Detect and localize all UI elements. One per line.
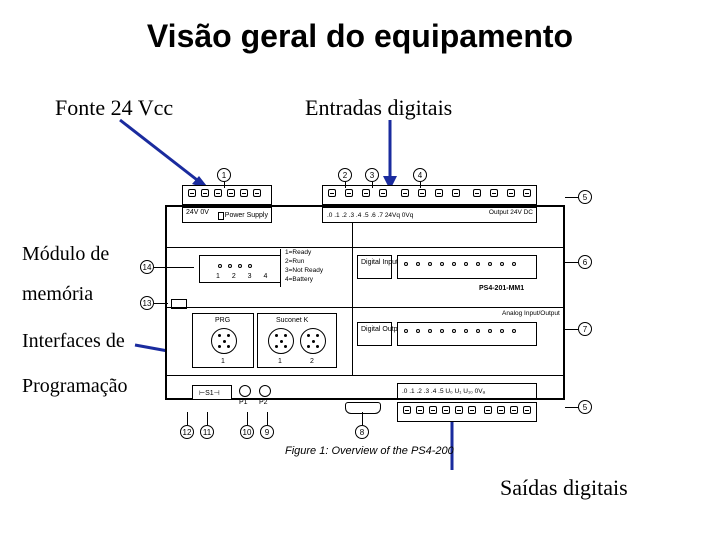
callout-5-top: 5 — [578, 190, 592, 204]
vline-1 — [352, 223, 353, 375]
callout-11: 11 — [200, 425, 214, 439]
callout-10: 10 — [240, 425, 254, 439]
page-title: Visão geral do equipamento — [0, 18, 720, 55]
dout-label-box: Digital Output — [357, 322, 392, 346]
din-led-row — [397, 255, 537, 279]
prg-area: PRG 1 — [192, 313, 254, 368]
hline-1 — [167, 247, 563, 248]
lead-12 — [187, 412, 188, 425]
prg-label: PRG — [215, 317, 230, 324]
power-symbol — [218, 212, 224, 220]
pot-p1 — [239, 385, 251, 397]
suconet-num-2: 2 — [310, 358, 314, 365]
terminal-digital-input — [322, 185, 537, 205]
callout-7: 7 — [578, 322, 592, 336]
lead-5-top — [565, 197, 578, 198]
caption-prefix: Figure 1: — [285, 445, 331, 457]
figure-caption: Figure 1: Overview of the PS4-200 — [285, 445, 454, 457]
dout-led-row — [397, 322, 537, 346]
din-pin-nums: .0 .1 .2 .3 .4 .5 .6 .7 24Vq 0Vq — [327, 212, 413, 219]
status-legend: 1=Ready 2=Run 3=Not Ready 4=Battery — [285, 249, 345, 287]
callout-9: 9 — [260, 425, 274, 439]
terminal-power-top — [182, 185, 272, 205]
terminal-output-bottom — [397, 402, 537, 422]
p2-label: P2 — [259, 399, 268, 406]
memory-nums: 1 2 3 4 — [216, 273, 272, 280]
lead-13 — [154, 303, 168, 304]
suconet-din-2 — [300, 328, 326, 354]
din-label-box: Digital Input — [357, 255, 392, 279]
status-3: 3=Not Ready — [285, 267, 323, 274]
lead-1 — [224, 182, 225, 188]
callout-12: 12 — [180, 425, 194, 439]
hline-2 — [167, 307, 563, 308]
caption-text: Overview of the PS4-200 — [331, 445, 453, 457]
lead-5-bot — [565, 407, 578, 408]
memory-slot: 1 2 3 4 — [199, 255, 281, 283]
label-modulo-1: Módulo de — [22, 243, 109, 266]
pot-p2 — [259, 385, 271, 397]
suconet-area: Suconet K 1 2 — [257, 313, 337, 368]
switch-label: ⊢S1⊣ — [199, 389, 220, 397]
callout-5-bot: 5 — [578, 400, 592, 414]
power-supply-text: Power Supply — [225, 212, 268, 219]
memory-leds — [218, 264, 252, 268]
model-text: PS4-201-MM1 — [479, 285, 524, 292]
callout-2: 2 — [338, 168, 352, 182]
prg-din-connector — [211, 328, 237, 354]
label-box-power: 24V 0V Power Supply — [182, 207, 272, 223]
din-label-text: Digital Input — [361, 259, 398, 267]
suconet-label: Suconet K — [276, 317, 308, 324]
lead-14 — [154, 267, 194, 268]
lead-6 — [565, 262, 578, 263]
label-interfaces-2: Programação — [22, 375, 128, 398]
lead-3 — [372, 182, 373, 188]
device-frame: 24V 0V Power Supply .0 .1 .2 .3 .4 .5 .6… — [165, 205, 565, 400]
callout-6: 6 — [578, 255, 592, 269]
bottom-out-label: .0 .1 .2 .3 .4 .5 U₀ U₁ U₁₀ 0Vₐ — [397, 383, 537, 399]
lead-8 — [362, 412, 363, 425]
aio-text: Analog Input/Output — [502, 310, 560, 317]
status-2: 2=Run — [285, 258, 304, 265]
callout-4: 4 — [413, 168, 427, 182]
dout-leds — [404, 329, 516, 333]
lead-11 — [207, 412, 208, 425]
lead-2 — [345, 182, 346, 188]
label-saidas: Saídas digitais — [500, 475, 628, 501]
divider-1 — [280, 249, 281, 287]
label-entradas: Entradas digitais — [305, 95, 452, 121]
label-interfaces-1: Interfaces de — [22, 330, 125, 353]
lead-10 — [247, 412, 248, 425]
label-box-din-top: .0 .1 .2 .3 .4 .5 .6 .7 24Vq 0Vq Output … — [322, 207, 537, 223]
label-modulo-2: memória — [22, 283, 93, 306]
switch-box: ⊢S1⊣ — [192, 385, 232, 400]
suconet-num-1: 1 — [278, 358, 282, 365]
lead-4 — [420, 182, 421, 188]
callout-3: 3 — [365, 168, 379, 182]
callout-13: 13 — [140, 296, 154, 310]
label-fonte: Fonte 24 Vcc — [55, 95, 173, 121]
status-4: 4=Battery — [285, 276, 313, 283]
model-label: PS4-201-MM1 — [479, 285, 559, 297]
lead-9 — [267, 412, 268, 425]
power-pins: 24V 0V — [186, 209, 209, 216]
callout-1: 1 — [217, 168, 231, 182]
din-leds — [404, 262, 516, 266]
output-24v-text: Output 24V DC — [489, 209, 533, 216]
hline-3 — [167, 375, 563, 376]
suconet-din-1 — [268, 328, 294, 354]
callout-14: 14 — [140, 260, 154, 274]
p1-label: P1 — [239, 399, 248, 406]
prg-num: 1 — [221, 358, 225, 365]
dout-pin-nums: .0 .1 .2 .3 .4 .5 U₀ U₁ U₁₀ 0Vₐ — [402, 388, 485, 395]
callout-8: 8 — [355, 425, 369, 439]
status-1: 1=Ready — [285, 249, 311, 256]
dsub-connector — [345, 402, 381, 414]
lead-7 — [565, 329, 578, 330]
